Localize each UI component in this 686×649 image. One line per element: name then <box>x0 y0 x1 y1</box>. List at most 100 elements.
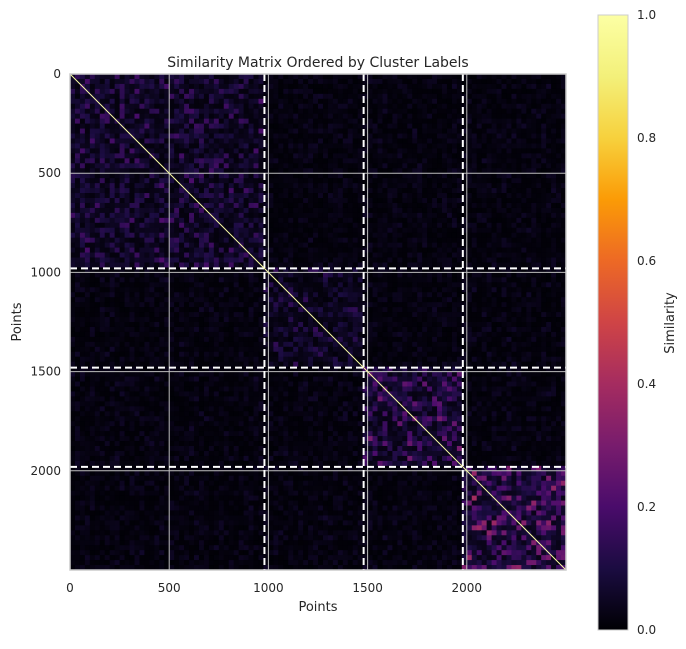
heatmap-cell <box>223 237 230 244</box>
heatmap-cell <box>318 163 324 169</box>
heatmap-cell <box>372 103 378 110</box>
heatmap-cell <box>352 183 359 189</box>
heatmap-cell <box>556 297 562 303</box>
heatmap-cell <box>268 168 274 174</box>
heatmap-cell <box>387 202 393 209</box>
heatmap-cell <box>89 202 96 209</box>
heatmap-cell <box>347 262 354 268</box>
heatmap-cell <box>536 74 542 80</box>
heatmap-cell <box>516 188 522 194</box>
heatmap-cell <box>248 232 254 239</box>
heatmap-cell <box>531 237 537 244</box>
heatmap-cell <box>437 212 443 219</box>
heatmap-cell <box>258 217 264 224</box>
heatmap-cell <box>491 217 497 224</box>
heatmap-cell <box>546 292 552 298</box>
heatmap-cell <box>546 118 552 124</box>
heatmap-cell <box>318 242 324 248</box>
heatmap-cell <box>104 83 111 90</box>
heatmap-cell <box>119 83 125 90</box>
heatmap-cell <box>288 193 294 199</box>
heatmap-cell <box>506 287 512 293</box>
heatmap-cell <box>417 247 423 253</box>
heatmap-cell <box>79 148 86 154</box>
heatmap-cell <box>422 222 428 229</box>
heatmap-cell <box>501 168 507 174</box>
heatmap-cell <box>70 193 76 199</box>
heatmap-cell <box>337 267 344 273</box>
heatmap-cell <box>94 93 101 100</box>
heatmap-cell <box>392 74 398 80</box>
heatmap-cell <box>501 128 507 134</box>
heatmap-cell <box>238 287 244 293</box>
heatmap-cell <box>70 138 76 144</box>
heatmap-cell <box>402 78 408 85</box>
heatmap-cell <box>298 93 304 100</box>
heatmap-cell <box>79 133 86 139</box>
heatmap-cell <box>402 312 408 318</box>
heatmap-cell <box>70 267 76 273</box>
heatmap-cell <box>89 217 96 224</box>
heatmap-cell <box>114 113 120 120</box>
heatmap-cell <box>313 153 319 159</box>
heatmap-cell <box>263 287 269 293</box>
heatmap-cell <box>154 312 160 318</box>
heatmap-cell <box>74 98 81 105</box>
heatmap-cell <box>79 163 86 169</box>
heatmap-cell <box>382 277 388 283</box>
heatmap-cell <box>327 108 334 115</box>
heatmap-cell <box>218 123 225 129</box>
heatmap-cell <box>422 242 428 248</box>
heatmap-cell <box>149 272 155 278</box>
heatmap-cell <box>233 158 240 164</box>
heatmap-cell <box>412 242 418 248</box>
heatmap-cell <box>521 123 527 129</box>
heatmap-cell <box>89 78 96 85</box>
heatmap-cell <box>184 178 190 184</box>
heatmap-cell <box>387 108 393 115</box>
heatmap-cell <box>367 113 373 120</box>
heatmap-cell <box>456 133 463 139</box>
heatmap-cell <box>139 168 145 174</box>
heatmap-cell <box>74 272 81 278</box>
heatmap-cell <box>407 292 413 298</box>
heatmap-cell <box>476 103 483 110</box>
heatmap-cell <box>352 118 359 124</box>
heatmap-cell <box>268 188 274 194</box>
heatmap-cell <box>149 113 155 120</box>
heatmap-cell <box>119 257 125 263</box>
heatmap-cell <box>268 267 274 273</box>
heatmap-cell <box>561 252 567 258</box>
heatmap-cell <box>476 118 483 124</box>
heatmap-cell <box>89 302 96 308</box>
heatmap-cell <box>99 207 106 214</box>
heatmap-cell <box>432 158 438 164</box>
heatmap-cell <box>94 133 101 139</box>
heatmap-cell <box>99 257 106 263</box>
heatmap-cell <box>154 138 160 144</box>
heatmap-cell <box>268 163 274 169</box>
heatmap-cell <box>432 242 438 248</box>
heatmap-cell <box>223 138 230 144</box>
heatmap-cell <box>104 202 111 209</box>
heatmap-cell <box>134 257 140 263</box>
heatmap-cell <box>417 312 423 318</box>
heatmap-cell <box>546 242 552 248</box>
heatmap-cell <box>496 267 502 273</box>
heatmap-cell <box>119 227 125 234</box>
heatmap-cell <box>516 143 522 149</box>
heatmap-cell <box>298 272 304 278</box>
heatmap-cell <box>417 113 423 120</box>
heatmap-cell <box>546 88 552 95</box>
heatmap-cell <box>129 163 135 169</box>
heatmap-cell <box>546 83 552 90</box>
heatmap-cell <box>198 217 205 224</box>
heatmap-cell <box>412 232 418 239</box>
heatmap-cell <box>437 173 443 179</box>
heatmap-cell <box>546 227 552 234</box>
heatmap-cell <box>481 178 488 184</box>
heatmap-cell <box>546 168 552 174</box>
heatmap-cell <box>169 307 175 313</box>
heatmap-cell <box>352 272 359 278</box>
heatmap-cell <box>516 133 522 139</box>
